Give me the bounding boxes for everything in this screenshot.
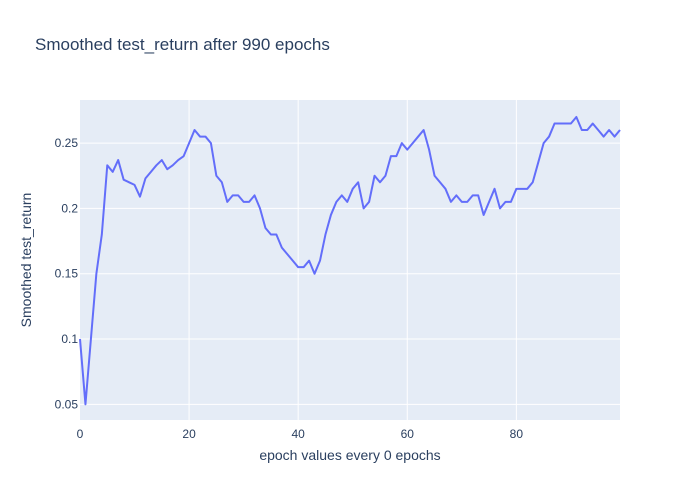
y-tick-label: 0.25 xyxy=(55,136,79,150)
y-axis-title: Smoothed test_return xyxy=(18,193,34,328)
plot-area xyxy=(80,100,620,420)
x-tick-label: 20 xyxy=(182,427,196,441)
y-axis-ticks: 0.05 0.1 0.15 0.2 0.25 xyxy=(55,136,79,411)
x-tick-label: 60 xyxy=(401,427,415,441)
grid-lines xyxy=(80,100,620,420)
y-tick-label: 0.2 xyxy=(61,201,78,215)
x-axis-ticks: 0 20 40 60 80 xyxy=(77,427,524,441)
chart-title: Smoothed test_return after 990 epochs xyxy=(35,35,330,54)
series-line xyxy=(79,115,621,406)
y-tick-label: 0.05 xyxy=(55,397,79,411)
x-axis-title: epoch values every 0 epochs xyxy=(259,447,440,463)
y-tick-label: 0.1 xyxy=(61,332,78,346)
x-tick-label: 40 xyxy=(292,427,306,441)
x-tick-label: 80 xyxy=(510,427,524,441)
y-tick-label: 0.15 xyxy=(55,267,79,281)
x-tick-label: 0 xyxy=(77,427,84,441)
